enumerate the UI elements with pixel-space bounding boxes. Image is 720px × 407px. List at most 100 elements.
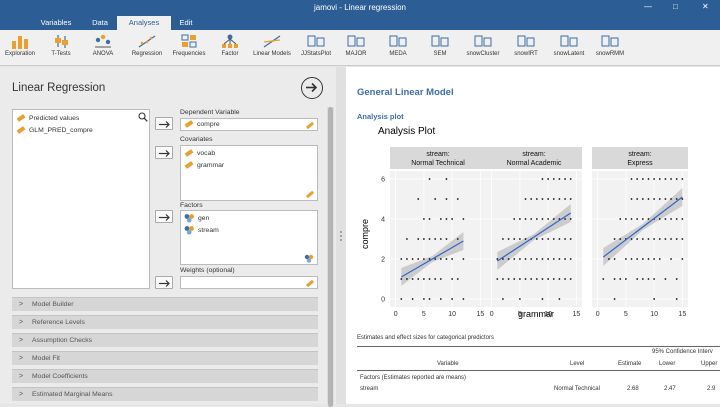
- data-point: [636, 218, 639, 220]
- list-item[interactable]: grammar: [184, 160, 224, 171]
- list-item[interactable]: vocab: [184, 148, 215, 159]
- snowlatent-button[interactable]: snowLatent: [548, 33, 590, 65]
- section-model-fit[interactable]: > Model Fit: [12, 351, 318, 365]
- data-point: [541, 218, 544, 220]
- snowcluster-button[interactable]: snowCluster: [462, 33, 504, 65]
- data-point: [502, 258, 504, 260]
- list-item[interactable]: Predicted values: [16, 113, 79, 124]
- section-reference-levels[interactable]: > Reference Levels: [12, 315, 318, 329]
- data-point: [564, 198, 566, 200]
- anova-icon: [95, 34, 111, 48]
- section-assumption-checks[interactable]: > Assumption Checks: [12, 333, 318, 347]
- variable-list[interactable]: Predicted values GLM_PRED_compre: [12, 109, 150, 289]
- data-point: [541, 198, 544, 200]
- pencil-icon: [305, 190, 314, 199]
- maximize-button[interactable]: □: [673, 2, 678, 11]
- snowirt-button[interactable]: snowIRT: [508, 33, 544, 65]
- tab-edit[interactable]: Edit: [179, 18, 193, 27]
- section-model-coefficients[interactable]: > Model Coefficients: [12, 369, 318, 383]
- data-point: [569, 218, 572, 220]
- snowirt-icon: [517, 35, 535, 47]
- data-point: [675, 198, 678, 200]
- section-estimated-marginal-means[interactable]: > Estimated Marginal Means: [12, 387, 318, 401]
- chevron-right-icon: >: [19, 391, 24, 398]
- data-point: [675, 218, 678, 220]
- dependent-variable-box[interactable]: compre: [180, 118, 318, 131]
- exploration-button[interactable]: Exploration: [2, 33, 38, 65]
- continuous-variable-icon: [16, 114, 26, 123]
- exploration-icon: [12, 36, 28, 49]
- list-item[interactable]: GLM_PRED_compre: [16, 125, 93, 136]
- factors-box[interactable]: gen stream: [180, 210, 318, 265]
- list-item[interactable]: gen: [184, 213, 209, 224]
- data-point: [647, 198, 650, 200]
- options-scrollbar[interactable]: [327, 107, 334, 407]
- meda-button[interactable]: MEDA: [382, 33, 414, 65]
- analysis-ribbon: Exploration T-Tests ANOVA Regression Fre…: [0, 30, 720, 66]
- factor-button[interactable]: Factor: [214, 33, 246, 65]
- covariates-box[interactable]: vocab grammar: [180, 145, 318, 201]
- panel-divider[interactable]: [336, 67, 346, 404]
- data-point: [411, 278, 414, 280]
- minimize-button[interactable]: —: [644, 2, 652, 11]
- data-point: [664, 278, 667, 280]
- x-tick-label: 10: [544, 311, 552, 318]
- fit-line: [400, 240, 464, 278]
- regression-button[interactable]: Regression: [128, 33, 166, 65]
- table-row-upper: 2.9: [707, 386, 716, 392]
- tab-variables[interactable]: Variables: [40, 18, 72, 27]
- data-point: [524, 218, 527, 220]
- t-tests-button[interactable]: T-Tests: [44, 33, 78, 65]
- snowrmm-button[interactable]: snowRMM: [590, 33, 630, 65]
- move-to-factors-button[interactable]: [155, 210, 173, 223]
- data-point: [518, 258, 521, 260]
- data-point: [451, 218, 454, 220]
- move-to-weights-button[interactable]: [155, 276, 173, 289]
- main-tabs: Variables Data Analyses Edit: [0, 16, 720, 30]
- move-to-dependent-button[interactable]: [155, 117, 173, 130]
- data-point: [518, 298, 521, 300]
- chevron-right-icon: >: [19, 337, 24, 344]
- data-point: [428, 218, 431, 220]
- tab-analyses[interactable]: Analyses: [117, 16, 171, 30]
- data-point: [552, 258, 555, 260]
- linear-models-button[interactable]: Linear Models: [250, 33, 294, 65]
- data-point: [647, 278, 650, 280]
- major-button[interactable]: MAJOR: [340, 33, 372, 65]
- data-point: [653, 278, 656, 280]
- data-point: [513, 258, 516, 260]
- move-to-covariates-button[interactable]: [155, 146, 173, 159]
- data-point: [422, 218, 425, 220]
- scrollbar-thumb[interactable]: [328, 107, 333, 407]
- run-button[interactable]: [301, 77, 323, 99]
- table-row-estimate: 2.68: [627, 386, 639, 392]
- section-model-builder[interactable]: > Model Builder: [12, 297, 318, 311]
- data-point: [681, 258, 684, 260]
- data-point: [658, 238, 661, 240]
- data-point: [552, 278, 555, 280]
- x-tick-label: 5: [422, 311, 426, 318]
- anova-button[interactable]: ANOVA: [86, 33, 120, 65]
- data-point: [670, 178, 672, 180]
- pencil-icon: [305, 279, 314, 288]
- factors-label: Factors: [180, 202, 203, 209]
- weights-box[interactable]: [180, 276, 318, 289]
- facet-strip: [486, 147, 582, 169]
- x-tick-label: 0: [490, 311, 494, 318]
- data-point: [647, 218, 650, 220]
- data-point: [496, 258, 499, 260]
- data-point: [630, 218, 633, 220]
- list-item[interactable]: compre: [184, 119, 220, 130]
- jjstatsplot-button[interactable]: JJStatsPlot: [298, 33, 334, 65]
- data-point: [658, 178, 661, 180]
- data-point: [647, 178, 650, 180]
- tab-data[interactable]: Data: [92, 18, 108, 27]
- data-point: [518, 278, 521, 280]
- close-button[interactable]: ✕: [702, 2, 709, 11]
- t-tests-icon: [55, 35, 68, 48]
- list-item[interactable]: stream: [184, 225, 219, 236]
- search-icon[interactable]: [138, 112, 148, 122]
- table-row-lower: 2.47: [664, 386, 676, 392]
- frequencies-button[interactable]: Frequencies: [170, 33, 208, 65]
- sem-button[interactable]: SEM: [424, 33, 456, 65]
